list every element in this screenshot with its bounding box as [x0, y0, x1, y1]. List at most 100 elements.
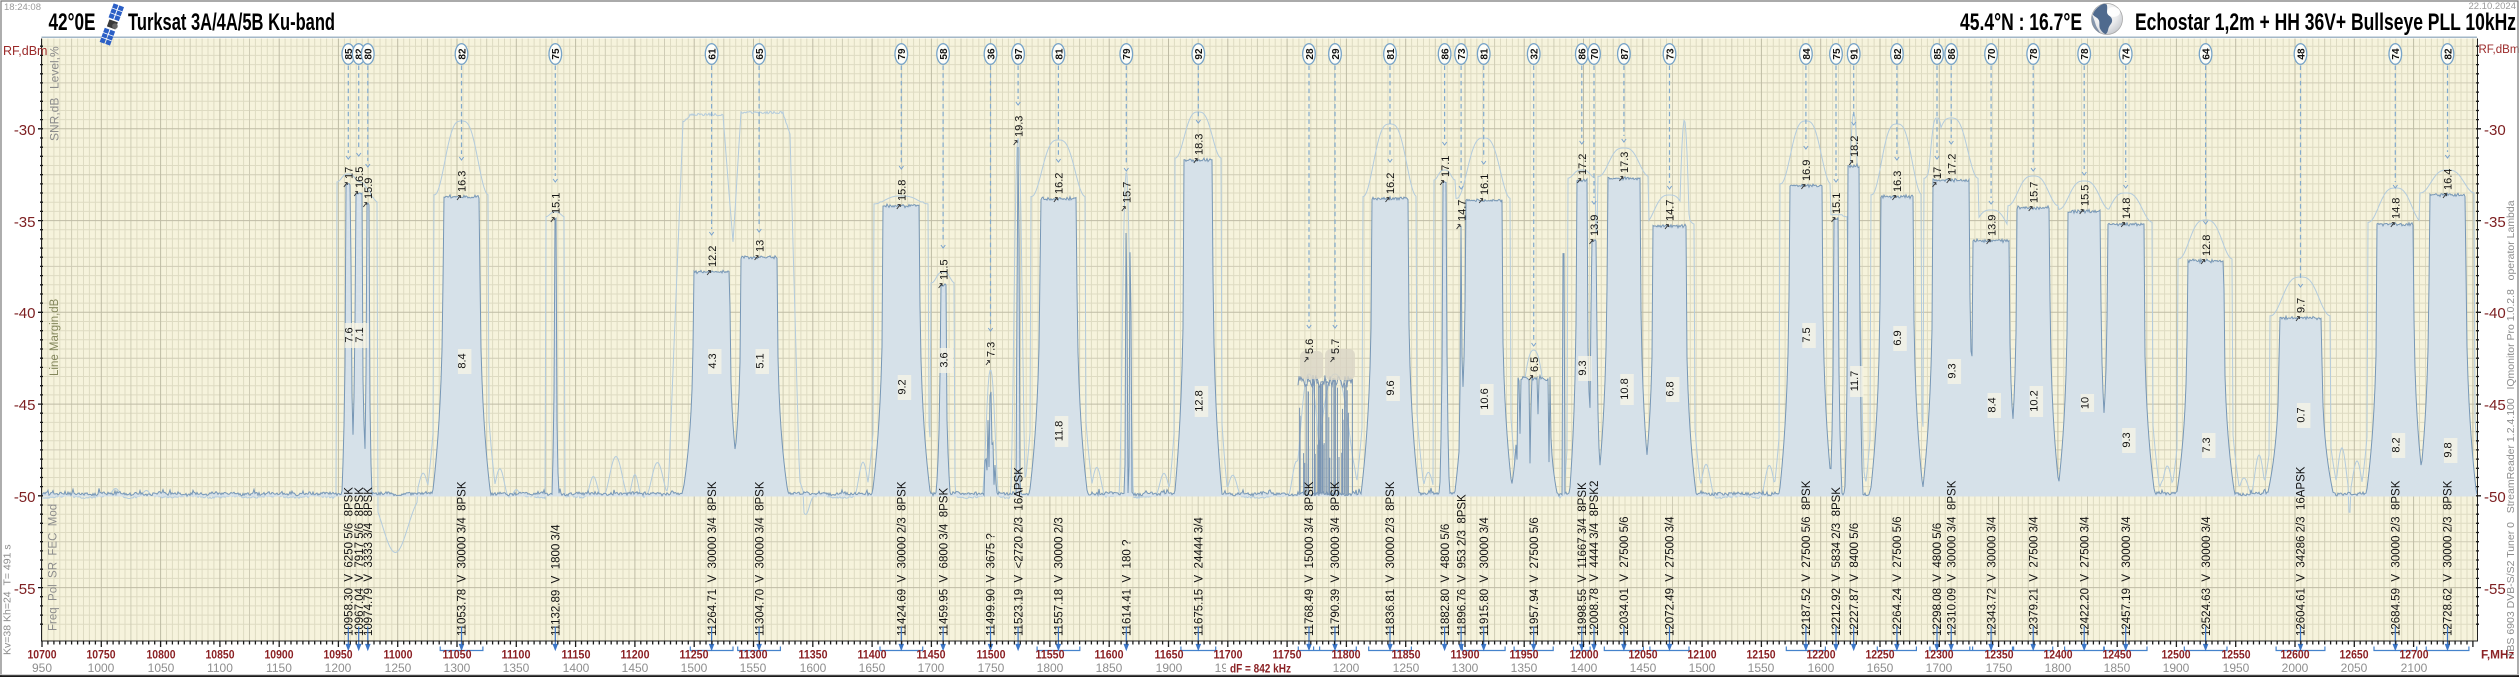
svg-text:13.9: 13.9 [1589, 215, 1601, 236]
svg-text:11836.81 V 30000 2/3 8PSK: 11836.81 V 30000 2/3 8PSK [1385, 481, 1397, 636]
svg-text:1800: 1800 [1037, 661, 1064, 675]
svg-text:9.3: 9.3 [1946, 363, 1958, 378]
svg-text:1850: 1850 [2104, 661, 2131, 675]
svg-text:1200: 1200 [1333, 661, 1360, 675]
svg-text:7.1: 7.1 [354, 327, 366, 342]
svg-text:dF = 842 kHz: dF = 842 kHz [1230, 664, 1291, 676]
svg-text:12728.62 V 30000 2/3 8PSK: 12728.62 V 30000 2/3 8PSK [2443, 480, 2455, 636]
svg-text:12604.61 V 34286 2/3 16APSK: 12604.61 V 34286 2/3 16APSK [2296, 466, 2308, 636]
svg-text:78: 78 [2029, 48, 2040, 60]
svg-text:1000: 1000 [88, 661, 115, 675]
svg-text:-55: -55 [2484, 581, 2506, 598]
svg-text:1050: 1050 [148, 661, 175, 675]
svg-text:28: 28 [1305, 48, 1316, 60]
svg-text:10950: 10950 [324, 650, 353, 662]
svg-text:45.4°N : 16.7°E: 45.4°N : 16.7°E [1960, 9, 2082, 36]
svg-text:1600: 1600 [800, 661, 827, 675]
svg-text:11523.19 V <2720 2/3 16APSK: 11523.19 V <2720 2/3 16APSK [1013, 467, 1025, 636]
svg-text:17: 17 [344, 167, 356, 179]
svg-text:6.5: 6.5 [1529, 357, 1541, 372]
svg-text:7.5: 7.5 [1801, 327, 1813, 342]
svg-text:11424.69 V 30000 2/3 8PSK: 11424.69 V 30000 2/3 8PSK [897, 481, 909, 636]
svg-text:11450: 11450 [917, 650, 946, 662]
svg-text:10958.30 V 6250 5/6 8PSK: 10958.30 V 6250 5/6 8PSK [344, 487, 356, 636]
svg-text:11400: 11400 [858, 650, 887, 662]
svg-text:16.9: 16.9 [1801, 160, 1813, 181]
svg-text:12422.20 V 27500 3/4: 12422.20 V 27500 3/4 [2079, 516, 2091, 636]
svg-text:1750: 1750 [978, 661, 1005, 675]
svg-text:12298.08 V 4800 5/6: 12298.08 V 4800 5/6 [1932, 523, 1944, 636]
svg-text:-40: -40 [2484, 305, 2506, 322]
svg-text:Echostar 1,2m + HH 36V+ Bullse: Echostar 1,2m + HH 36V+ Bullseye PLL 10k… [2135, 9, 2516, 36]
svg-text:12150: 12150 [1747, 650, 1776, 662]
svg-text:11459.95 V 6800 3/4 8PSK: 11459.95 V 6800 3/4 8PSK [938, 488, 950, 636]
svg-text:15.1: 15.1 [551, 193, 563, 214]
svg-text:12200: 12200 [1807, 650, 1836, 662]
svg-text:11500: 11500 [977, 650, 1006, 662]
svg-text:16.2: 16.2 [1054, 173, 1066, 194]
svg-text:82: 82 [1893, 48, 1904, 60]
svg-text:950: 950 [32, 661, 52, 675]
svg-text:1850: 1850 [1096, 661, 1123, 675]
svg-text:SNR,dB: SNR,dB [48, 98, 62, 141]
svg-text:12264.24 V 27500 5/6: 12264.24 V 27500 5/6 [1892, 516, 1904, 636]
svg-text:1400: 1400 [563, 661, 590, 675]
svg-text:1350: 1350 [503, 661, 530, 675]
svg-text:42°0E: 42°0E [49, 9, 96, 36]
svg-text:18:24:08: 18:24:08 [4, 2, 41, 13]
svg-text:12524.63 V 30000 3/4: 12524.63 V 30000 3/4 [2201, 516, 2213, 636]
svg-text:12379.21 V 27500 3/4: 12379.21 V 27500 3/4 [2028, 516, 2040, 636]
svg-text:1600: 1600 [1808, 661, 1835, 675]
svg-text:12.2: 12.2 [707, 246, 719, 267]
svg-text:11950: 11950 [1510, 650, 1539, 662]
svg-text:10850: 10850 [206, 650, 235, 662]
svg-text:7.6: 7.6 [344, 327, 356, 342]
svg-text:12450: 12450 [2103, 650, 2132, 662]
svg-text:12250: 12250 [1866, 650, 1895, 662]
svg-text:-55: -55 [14, 581, 36, 598]
svg-text:11050: 11050 [443, 650, 472, 662]
svg-text:17: 17 [1932, 167, 1944, 179]
svg-text:17.3: 17.3 [1619, 152, 1631, 173]
svg-text:65: 65 [755, 48, 766, 60]
svg-text:15.5: 15.5 [2079, 185, 2091, 206]
svg-text:11250: 11250 [680, 650, 709, 662]
svg-text:11790.39 V 30000 3/4 8PSK: 11790.39 V 30000 3/4 8PSK [1330, 481, 1342, 636]
svg-text:12072.49 V 27500 3/4: 12072.49 V 27500 3/4 [1665, 516, 1677, 636]
svg-text:12457.19 V 30000 3/4: 12457.19 V 30000 3/4 [2121, 516, 2133, 636]
svg-text:11100: 11100 [502, 650, 531, 662]
svg-text:79: 79 [897, 48, 908, 60]
svg-text:13: 13 [754, 240, 766, 252]
svg-text:86: 86 [1441, 48, 1452, 60]
svg-text:RF,dBm: RF,dBm [3, 44, 47, 58]
svg-text:12300: 12300 [1925, 650, 1954, 662]
svg-text:-45: -45 [2484, 397, 2506, 414]
svg-text:12227.87 V 8400 5/6: 12227.87 V 8400 5/6 [1849, 523, 1861, 636]
svg-text:1500: 1500 [681, 661, 708, 675]
svg-text:12500: 12500 [2162, 650, 2191, 662]
svg-text:16.3: 16.3 [1892, 171, 1904, 192]
svg-text:12550: 12550 [2222, 650, 2251, 662]
svg-text:0.7: 0.7 [2296, 407, 2308, 422]
svg-text:2050: 2050 [2341, 661, 2368, 675]
svg-text:1350: 1350 [1511, 661, 1538, 675]
svg-text:74: 74 [2391, 48, 2402, 60]
svg-text:5.1: 5.1 [754, 353, 766, 368]
svg-text:1900: 1900 [1156, 661, 1183, 675]
svg-text:85: 85 [1933, 48, 1944, 60]
svg-text:9.7: 9.7 [2296, 298, 2308, 313]
svg-text:36: 36 [986, 48, 997, 60]
svg-text:11850: 11850 [1392, 650, 1421, 662]
svg-text:81: 81 [1480, 48, 1491, 60]
svg-text:91: 91 [1850, 48, 1861, 60]
svg-text:15.1: 15.1 [1831, 193, 1843, 214]
svg-text:1650: 1650 [1867, 661, 1894, 675]
svg-text:1300: 1300 [1452, 661, 1479, 675]
svg-text:1550: 1550 [740, 661, 767, 675]
svg-text:11700: 11700 [1214, 650, 1243, 662]
svg-text:7.3: 7.3 [986, 342, 998, 357]
svg-text:81: 81 [1054, 48, 1065, 60]
svg-text:8.2: 8.2 [2391, 437, 2403, 452]
svg-text:75: 75 [551, 48, 562, 60]
svg-text:1250: 1250 [385, 661, 412, 675]
